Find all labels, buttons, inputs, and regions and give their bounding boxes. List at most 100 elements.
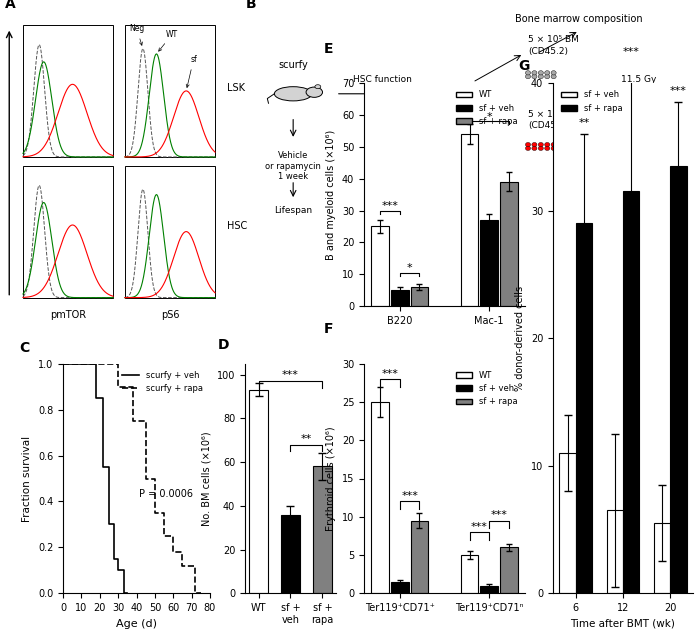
Bar [281,515,300,593]
Ellipse shape [551,142,556,147]
Y-axis label: No. BM cells (×10⁶): No. BM cells (×10⁶) [202,431,211,526]
Text: P = 0.0006: P = 0.0006 [139,489,193,499]
Bar [411,287,428,306]
scurfy + rapa [141,475,150,482]
Ellipse shape [538,75,543,78]
Y-axis label: Fraction survival: Fraction survival [22,436,32,521]
Bar [23,166,113,297]
Bar [249,390,268,593]
Text: D: D [218,338,229,352]
scurfy + rapa [160,532,168,540]
Ellipse shape [532,71,537,75]
scurfy + rapa [59,360,67,367]
Bar [576,223,592,593]
Text: ***: *** [282,370,299,380]
Bar [371,402,389,593]
scurfy + veh [114,555,122,563]
scurfy + rapa [178,562,187,570]
Bar [670,166,687,593]
Ellipse shape [551,71,556,75]
Text: *: * [486,112,492,122]
scurfy + rapa [150,509,159,517]
Text: scurfy: scurfy [279,60,308,70]
Ellipse shape [532,142,537,147]
Text: 5 × 10⁵ BM: 5 × 10⁵ BM [528,110,579,119]
Ellipse shape [526,71,531,75]
Text: C: C [19,341,29,355]
scurfy + rapa [169,532,178,540]
Y-axis label: B and myeloid cells (×10⁶): B and myeloid cells (×10⁶) [326,130,336,260]
Bar [461,134,478,306]
Bar [559,453,576,593]
scurfy + veh [120,567,128,574]
Text: ***: *** [382,201,398,211]
Ellipse shape [538,146,543,151]
Bar [391,582,409,593]
Text: F: F [323,322,333,336]
Bar [125,166,215,297]
Text: HSC function: HSC function [354,75,412,84]
Text: ***: *** [623,47,640,57]
scurfy + rapa [114,383,122,390]
Text: ***: *** [382,369,398,379]
Ellipse shape [532,75,537,78]
Text: 11.5 Gy: 11.5 Gy [622,75,657,84]
Text: A: A [6,0,16,11]
Text: sf: sf [186,56,197,87]
Text: (CD45.2): (CD45.2) [528,47,568,56]
Ellipse shape [306,87,323,98]
Ellipse shape [526,146,531,151]
scurfy + veh [111,555,119,563]
scurfy + rapa [160,509,168,517]
scurfy + veh [59,360,67,367]
scurfy + rapa [129,383,137,390]
Ellipse shape [551,75,556,78]
Text: B: B [246,0,257,11]
Text: ***: *** [471,522,488,532]
Bar [480,586,498,593]
Ellipse shape [545,71,550,75]
scurfy + rapa [150,475,159,482]
scurfy + veh [105,463,113,471]
Ellipse shape [526,75,531,78]
Ellipse shape [315,85,321,89]
scurfy + rapa [129,417,137,425]
scurfy + rapa [169,548,178,556]
Text: pmTOR: pmTOR [50,309,86,320]
Text: Vehicle
or rapamycin
1 week: Vehicle or rapamycin 1 week [265,151,321,181]
X-axis label: Age (d): Age (d) [116,619,157,628]
scurfy + veh [92,360,100,367]
Bar [606,510,623,593]
Bar [125,25,215,157]
Text: *: * [407,263,412,273]
Text: **: ** [301,433,312,443]
Bar [654,523,670,593]
Bar [500,547,518,593]
Ellipse shape [274,87,312,101]
X-axis label: Time after BMT (wk): Time after BMT (wk) [570,619,676,628]
Bar [23,25,113,157]
scurfy + rapa [191,562,200,570]
Text: ***: *** [401,491,418,501]
Ellipse shape [538,142,543,147]
Text: WT: WT [159,30,178,51]
scurfy + rapa [178,548,187,556]
Text: Bone marrow composition: Bone marrow composition [515,14,643,24]
Ellipse shape [545,75,550,78]
Ellipse shape [545,142,550,147]
Ellipse shape [610,104,626,115]
Ellipse shape [532,146,537,151]
scurfy + veh [114,567,122,574]
scurfy + veh [92,394,100,402]
Text: 5 × 10⁵ BM: 5 × 10⁵ BM [528,35,579,44]
Legend: WT, sf + veh, sf + rapa: WT, sf + veh, sf + rapa [452,87,521,129]
Text: **: ** [578,117,589,128]
Bar [313,466,332,593]
Text: HSC: HSC [227,221,247,231]
scurfy + veh [105,521,113,528]
scurfy + rapa [141,417,150,425]
Ellipse shape [620,104,658,118]
scurfy + rapa [114,360,122,367]
Text: Lifespan: Lifespan [274,205,312,215]
Text: 3 months
→ PBL: 3 months → PBL [617,163,660,182]
